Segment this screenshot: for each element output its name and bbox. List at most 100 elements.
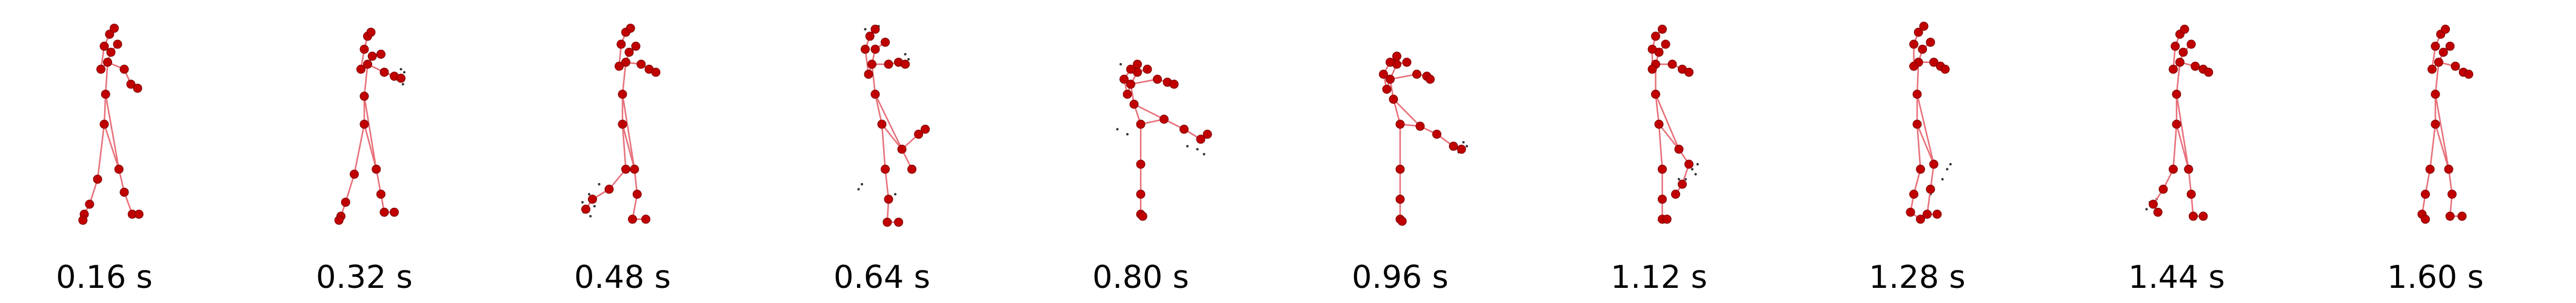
particle-dot — [1196, 148, 1199, 151]
skeleton-joint — [359, 92, 369, 101]
skeleton-joint — [1160, 115, 1169, 124]
skeleton-joint — [376, 50, 385, 59]
skeleton-bone — [1658, 124, 1663, 170]
skeleton-joint — [133, 84, 142, 93]
skeleton-frame — [334, 27, 405, 225]
skeleton-joint — [1658, 195, 1667, 204]
frame-time-label: 1.12 s — [1610, 259, 1707, 296]
skeleton-joint — [396, 73, 405, 83]
skeleton-joint — [134, 210, 144, 219]
skeleton-bone — [1655, 94, 1660, 125]
skeleton-joint — [2421, 190, 2430, 199]
skeleton-joint — [1912, 119, 1922, 129]
skeleton-joint — [884, 195, 893, 204]
skeleton-joint — [1129, 99, 1139, 109]
skeleton-joint — [1647, 64, 1657, 74]
particle-dot — [593, 205, 596, 208]
particle-dot — [2145, 208, 2148, 211]
skeleton-bone — [353, 124, 365, 175]
particle-dot — [864, 28, 867, 31]
skeleton-joint — [1133, 59, 1142, 69]
skeleton-joint — [1647, 44, 1657, 54]
skeleton-joint — [618, 119, 627, 129]
skeleton-joint — [1402, 58, 1412, 67]
particle-dot — [907, 58, 910, 61]
skeleton-joint — [366, 27, 376, 37]
skeleton-joint — [119, 64, 129, 74]
skeleton-bone — [874, 94, 883, 125]
skeleton-joint — [2175, 58, 2184, 67]
skeleton-joint — [867, 59, 876, 69]
skeleton-joint — [630, 164, 639, 174]
skeleton-joint — [1203, 130, 1212, 139]
particle-dot — [1186, 145, 1189, 148]
particle-dot — [1116, 128, 1119, 131]
skeleton-bone — [2175, 62, 2181, 95]
skeleton-frame — [1906, 21, 1952, 224]
skeleton-joint — [1674, 144, 1684, 154]
skeleton-joint — [334, 215, 344, 225]
skeleton-joint — [1395, 164, 1405, 174]
particle-dot — [598, 183, 601, 185]
skeleton-bone — [1393, 98, 1421, 127]
particle-dot — [589, 215, 592, 218]
skeleton-joint — [2158, 184, 2168, 194]
skeleton-bone — [621, 124, 636, 170]
skeleton-joint — [881, 164, 890, 174]
skeleton-joint — [1651, 32, 1660, 41]
skeleton-joint — [2457, 211, 2467, 221]
particle-dot — [581, 201, 584, 204]
skeleton-joint — [1667, 59, 1677, 69]
frame-time-label: 0.16 s — [56, 259, 153, 296]
skeleton-joint — [1929, 58, 1938, 67]
skeleton-joint — [2178, 47, 2188, 57]
skeleton-joint — [881, 38, 890, 47]
skeleton-joint — [2445, 211, 2455, 221]
skeleton-bone — [1658, 124, 1680, 150]
skeleton-joint — [379, 67, 389, 77]
skeleton-joint — [1909, 61, 1918, 71]
skeleton-frame — [581, 24, 661, 224]
skeleton-joint — [2428, 64, 2437, 74]
skeleton-bone — [2175, 94, 2190, 170]
skeleton-joint — [2431, 41, 2440, 51]
skeleton-bone — [1133, 103, 1165, 120]
pose-sequence-figure — [78, 21, 2474, 227]
skeleton-bone — [884, 169, 890, 199]
skeleton-joint — [2464, 70, 2474, 79]
skeleton-joint — [2172, 119, 2181, 129]
skeleton-bone — [621, 62, 627, 95]
skeleton-frame — [1379, 52, 1468, 226]
skeleton-joint — [2451, 61, 2460, 71]
frame-time-label: 1.60 s — [2387, 259, 2484, 296]
particle-dot — [904, 53, 907, 56]
skeleton-joint — [350, 170, 359, 179]
skeleton-joint — [341, 198, 350, 207]
skeleton-joint — [2441, 24, 2450, 34]
skeleton-joint — [1143, 64, 1152, 74]
skeleton-joint — [604, 184, 614, 194]
skeleton-joint — [2186, 39, 2196, 49]
skeleton-joint — [914, 130, 923, 139]
skeleton-joint — [1126, 64, 1135, 74]
particle-dot — [1696, 163, 1699, 165]
skeleton-joint — [96, 64, 105, 74]
skeleton-joint — [621, 58, 630, 67]
skeleton-joint — [2434, 58, 2443, 67]
skeleton-joint — [1415, 121, 1425, 131]
skeleton-joint — [1386, 58, 1395, 67]
skeleton-joint — [864, 70, 873, 79]
skeleton-joint — [1395, 119, 1405, 129]
skeleton-joint — [1136, 159, 1146, 169]
skeleton-joint — [1136, 190, 1146, 199]
particle-dot — [1126, 133, 1129, 136]
skeleton-joint — [1940, 64, 1950, 74]
skeleton-joint — [2198, 211, 2208, 221]
skeleton-joint — [126, 79, 136, 89]
skeleton-bone — [2172, 124, 2178, 170]
skeleton-joint — [2172, 90, 2181, 99]
skeleton-joint — [1457, 144, 1466, 154]
skeleton-joint — [1661, 39, 1670, 49]
skeleton-frame — [2145, 24, 2214, 221]
